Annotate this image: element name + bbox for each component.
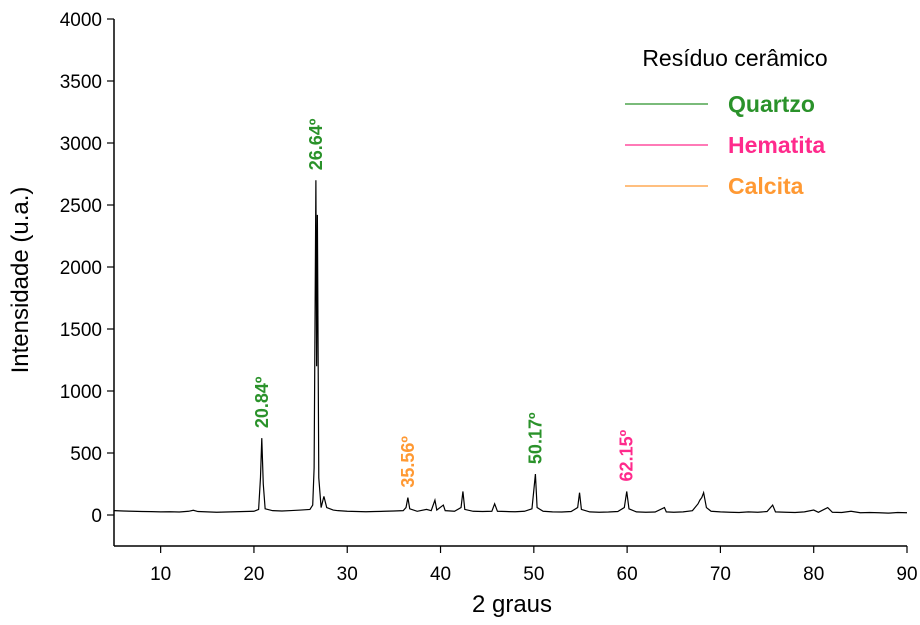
- peak-annotation: 26.64º: [306, 118, 326, 170]
- y-axis-title: Intensidade (u.a.): [7, 187, 34, 374]
- y-tick-label: 3000: [60, 134, 102, 155]
- y-tick-label: 3500: [60, 72, 102, 93]
- x-tick-label: 40: [430, 564, 451, 585]
- peak-annotation: 35.56º: [398, 436, 418, 488]
- legend-label: Calcita: [728, 173, 804, 199]
- x-tick-label: 70: [710, 564, 731, 585]
- x-tick-label: 10: [150, 564, 171, 585]
- x-tick-label: 90: [896, 564, 917, 585]
- peak-annotation: 50.17º: [525, 412, 545, 464]
- peak-annotation: 20.84º: [252, 376, 272, 428]
- x-tick-label: 30: [337, 564, 358, 585]
- y-tick-label: 1000: [60, 382, 102, 403]
- y-tick-label: 500: [70, 444, 102, 465]
- legend-title: Resíduo cerâmico: [642, 45, 827, 71]
- y-tick-label: 4000: [60, 10, 102, 31]
- x-tick-label: 20: [243, 564, 264, 585]
- y-tick-label: 2500: [60, 196, 102, 217]
- x-tick-label: 50: [523, 564, 544, 585]
- legend-label: Quartzo: [728, 91, 815, 117]
- y-tick-label: 0: [91, 506, 102, 527]
- legend-label: Hematita: [728, 132, 825, 158]
- peak-annotation: 62.15º: [617, 429, 637, 481]
- y-tick-label: 2000: [60, 258, 102, 279]
- x-tick-label: 80: [803, 564, 824, 585]
- data-line: [113, 180, 908, 514]
- x-axis-title: 2 graus: [472, 591, 552, 618]
- y-tick-label: 1500: [60, 320, 102, 341]
- x-tick-label: 60: [617, 564, 638, 585]
